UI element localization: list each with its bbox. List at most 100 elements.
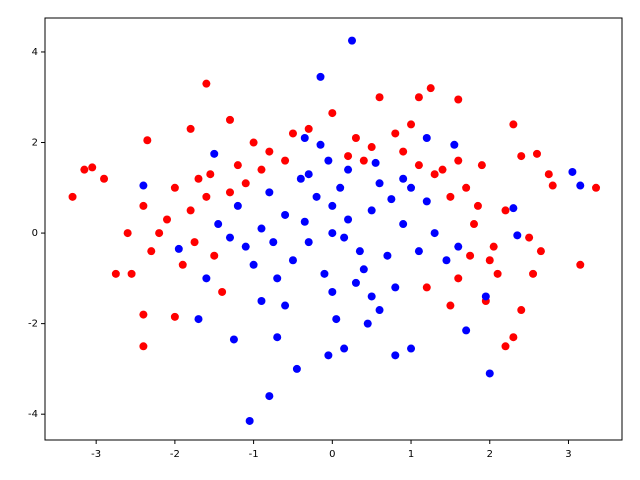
point bbox=[363, 319, 372, 328]
point bbox=[100, 174, 109, 183]
point bbox=[336, 183, 345, 192]
point bbox=[249, 138, 258, 147]
point bbox=[273, 333, 282, 342]
point bbox=[367, 292, 376, 301]
y-tick-label: 4 bbox=[32, 47, 38, 58]
point bbox=[509, 120, 518, 129]
point bbox=[371, 158, 380, 167]
point bbox=[174, 244, 183, 253]
point bbox=[454, 242, 463, 251]
point bbox=[328, 229, 337, 238]
point bbox=[509, 204, 518, 213]
point bbox=[426, 84, 435, 93]
point bbox=[265, 147, 274, 156]
point bbox=[454, 274, 463, 283]
plot-frame bbox=[44, 17, 623, 441]
point bbox=[324, 351, 333, 360]
x-tick-label: 2 bbox=[487, 449, 493, 460]
point bbox=[422, 283, 431, 292]
point bbox=[304, 124, 313, 133]
point bbox=[536, 247, 545, 256]
point bbox=[454, 95, 463, 104]
point bbox=[288, 129, 297, 138]
point bbox=[430, 229, 439, 238]
point bbox=[170, 312, 179, 321]
point bbox=[139, 181, 148, 190]
point bbox=[407, 344, 416, 353]
point bbox=[340, 233, 349, 242]
point bbox=[257, 296, 266, 305]
point bbox=[481, 292, 490, 301]
point bbox=[422, 197, 431, 206]
point bbox=[155, 229, 164, 238]
point bbox=[123, 229, 132, 238]
point bbox=[576, 181, 585, 190]
point bbox=[438, 165, 447, 174]
point bbox=[347, 36, 356, 45]
point bbox=[225, 188, 234, 197]
point bbox=[316, 72, 325, 81]
point bbox=[399, 220, 408, 229]
point bbox=[202, 192, 211, 201]
point bbox=[206, 170, 215, 179]
point bbox=[304, 238, 313, 247]
point bbox=[548, 181, 557, 190]
point bbox=[178, 260, 187, 269]
point bbox=[202, 274, 211, 283]
point bbox=[414, 93, 423, 102]
x-tick-label: 0 bbox=[329, 449, 335, 460]
point bbox=[300, 133, 309, 142]
point bbox=[517, 306, 526, 315]
point bbox=[186, 206, 195, 215]
point bbox=[592, 183, 601, 192]
point bbox=[147, 247, 156, 256]
point bbox=[501, 342, 510, 351]
point bbox=[422, 133, 431, 142]
point bbox=[139, 342, 148, 351]
point bbox=[288, 256, 297, 265]
point bbox=[265, 188, 274, 197]
point bbox=[210, 149, 219, 158]
x-tick-label: 3 bbox=[565, 449, 571, 460]
point bbox=[233, 201, 242, 210]
point bbox=[194, 315, 203, 324]
point bbox=[88, 163, 97, 172]
point bbox=[450, 140, 459, 149]
point bbox=[296, 174, 305, 183]
point bbox=[328, 201, 337, 210]
point bbox=[391, 283, 400, 292]
point bbox=[355, 247, 364, 256]
point bbox=[442, 256, 451, 265]
point bbox=[446, 301, 455, 310]
point bbox=[462, 326, 471, 335]
point bbox=[407, 120, 416, 129]
point bbox=[489, 242, 498, 251]
point bbox=[470, 220, 479, 229]
point bbox=[257, 224, 266, 233]
point bbox=[218, 287, 227, 296]
point bbox=[210, 251, 219, 260]
point bbox=[391, 351, 400, 360]
point bbox=[143, 136, 152, 145]
point bbox=[194, 174, 203, 183]
y-tick-label: 2 bbox=[32, 138, 38, 149]
point bbox=[139, 310, 148, 319]
point bbox=[529, 269, 538, 278]
point bbox=[532, 149, 541, 158]
point bbox=[304, 170, 313, 179]
point bbox=[485, 369, 494, 378]
y-tick-label: 0 bbox=[32, 228, 38, 239]
point bbox=[414, 247, 423, 256]
point bbox=[359, 265, 368, 274]
point bbox=[399, 174, 408, 183]
point bbox=[399, 147, 408, 156]
point bbox=[367, 206, 376, 215]
point bbox=[257, 165, 266, 174]
y-tick-label: -2 bbox=[28, 319, 38, 330]
point bbox=[344, 215, 353, 224]
point bbox=[229, 335, 238, 344]
point bbox=[328, 109, 337, 118]
point bbox=[344, 165, 353, 174]
y-tick-label: -4 bbox=[28, 409, 38, 420]
point bbox=[359, 156, 368, 165]
